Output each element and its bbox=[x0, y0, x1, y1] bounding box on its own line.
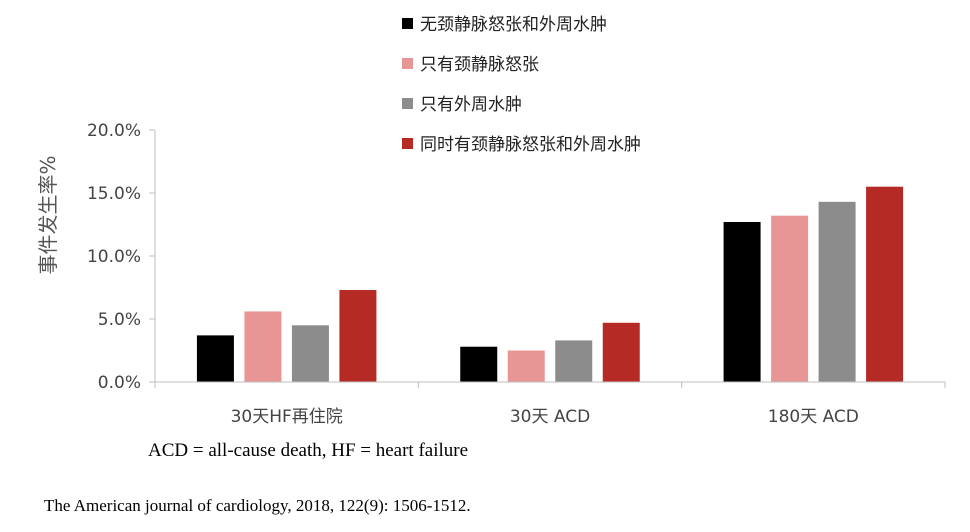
bar bbox=[771, 215, 809, 382]
y-tick-label: 10.0% bbox=[87, 247, 141, 267]
legend-swatch bbox=[402, 98, 413, 109]
y-tick-label: 0.0% bbox=[98, 373, 141, 393]
bar bbox=[196, 335, 234, 382]
x-axis: 30天HF再住院 30天 ACD 180天 ACD bbox=[154, 381, 946, 427]
x-category-label: 180天 ACD bbox=[768, 407, 859, 427]
bar bbox=[244, 311, 282, 382]
legend-label: 只有颈静脉怒张 bbox=[420, 55, 539, 75]
bar bbox=[866, 186, 904, 382]
legend-swatch bbox=[402, 138, 413, 149]
x-category-label: 30天HF再住院 bbox=[231, 407, 343, 427]
x-category-label: 30天 ACD bbox=[510, 407, 590, 427]
source-citation: The American journal of cardiology, 2018… bbox=[44, 496, 471, 515]
bar bbox=[723, 221, 761, 382]
bar bbox=[602, 322, 640, 382]
bar bbox=[555, 340, 593, 382]
legend-label: 只有外周水肿 bbox=[420, 95, 522, 115]
y-tick-label: 20.0% bbox=[87, 121, 141, 141]
legend-label: 同时有颈静脉怒张和外周水肿 bbox=[420, 135, 641, 155]
y-axis-label: 事件发生率% bbox=[36, 155, 60, 274]
bar bbox=[507, 350, 545, 382]
bar bbox=[818, 201, 856, 382]
y-tick-label: 15.0% bbox=[87, 184, 141, 204]
bar bbox=[460, 346, 498, 382]
y-tick-label: 5.0% bbox=[98, 310, 141, 330]
abbreviation-note: ACD = all-cause death, HF = heart failur… bbox=[148, 440, 469, 461]
bars bbox=[196, 186, 904, 382]
bar bbox=[291, 325, 329, 382]
legend-swatch bbox=[402, 18, 413, 29]
bar bbox=[339, 290, 377, 382]
y-axis: 0.0% 5.0% 10.0% 15.0% 20.0% bbox=[87, 121, 156, 393]
legend-swatch bbox=[402, 58, 413, 69]
legend-label: 无颈静脉怒张和外周水肿 bbox=[420, 15, 607, 35]
